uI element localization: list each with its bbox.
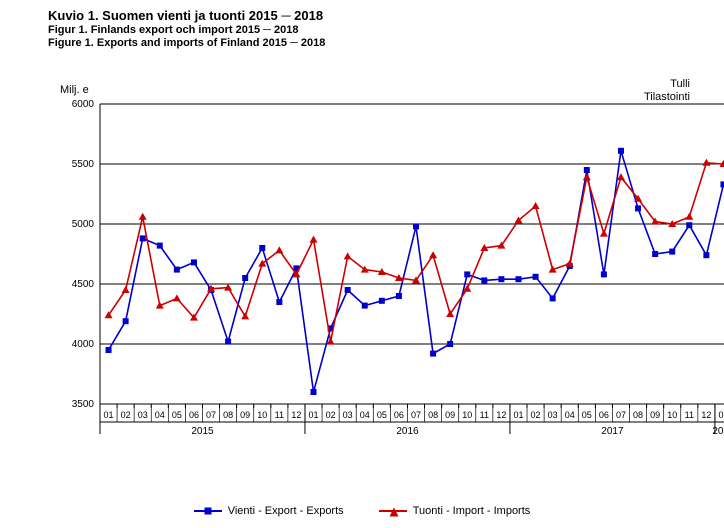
svg-text:04: 04 [565,410,575,420]
svg-text:2015: 2015 [191,426,214,437]
svg-text:10: 10 [257,410,267,420]
legend-label-imports: Tuonti - Import - Imports [413,505,531,517]
svg-text:05: 05 [377,410,387,420]
svg-text:2018: 2018 [712,426,724,437]
svg-text:02: 02 [121,410,131,420]
svg-text:11: 11 [685,410,694,420]
svg-text:08: 08 [633,410,643,420]
svg-text:07: 07 [616,410,626,420]
svg-text:5000: 5000 [72,219,95,230]
svg-text:12: 12 [291,410,301,420]
svg-text:06: 06 [599,410,609,420]
svg-text:09: 09 [445,410,455,420]
svg-text:03: 03 [548,410,558,420]
svg-text:4000: 4000 [72,339,95,350]
svg-text:2016: 2016 [396,426,419,437]
title-fi: Kuvio 1. Suomen vienti ja tuonti 2015 ─ … [48,8,325,23]
y-axis-label: Milj. e [60,84,89,96]
legend-item-exports: Vienti - Export - Exports [194,505,344,517]
svg-text:01: 01 [104,410,114,420]
svg-text:04: 04 [360,410,370,420]
svg-text:5500: 5500 [72,159,95,170]
svg-text:02: 02 [531,410,541,420]
legend-swatch-exports [194,505,222,517]
svg-text:12: 12 [701,410,711,420]
svg-text:06: 06 [189,410,199,420]
chart-svg: 3500 4000 4500 5000 5500 6000 01 02 03 04 05 06 07 08… [58,100,724,480]
svg-text:09: 09 [650,410,660,420]
svg-text:10: 10 [462,410,472,420]
title-sv: Figur 1. Finlands export och import 2015… [48,24,325,36]
svg-text:01: 01 [309,410,319,420]
svg-text:08: 08 [223,410,233,420]
legend: Vienti - Export - Exports Tuonti - Impor… [0,505,724,520]
svg-text:12: 12 [496,410,506,420]
svg-text:3500: 3500 [72,399,95,410]
svg-text:03: 03 [138,410,148,420]
svg-text:11: 11 [275,410,284,420]
svg-text:11: 11 [480,410,489,420]
svg-text:05: 05 [172,410,182,420]
chart-plot: 3500 4000 4500 5000 5500 6000 01 02 03 04 05 06 07 08… [58,100,690,440]
svg-text:02: 02 [326,410,336,420]
svg-text:09: 09 [240,410,250,420]
figure-container: Kuvio 1. Suomen vienti ja tuonti 2015 ─ … [0,0,724,528]
svg-text:07: 07 [411,410,421,420]
svg-text:07: 07 [206,410,216,420]
svg-text:01: 01 [718,410,724,420]
svg-text:01: 01 [513,410,523,420]
svg-text:03: 03 [343,410,353,420]
legend-item-imports: Tuonti - Import - Imports [379,505,531,517]
svg-text:08: 08 [428,410,438,420]
svg-text:4500: 4500 [72,279,95,290]
title-en: Figure 1. Exports and imports of Finland… [48,37,325,49]
legend-label-exports: Vienti - Export - Exports [228,505,344,517]
svg-text:06: 06 [394,410,404,420]
svg-text:04: 04 [155,410,165,420]
svg-text:05: 05 [582,410,592,420]
svg-text:6000: 6000 [72,100,95,110]
svg-text:10: 10 [667,410,677,420]
legend-swatch-imports [379,505,407,517]
title-block: Kuvio 1. Suomen vienti ja tuonti 2015 ─ … [48,8,325,49]
svg-text:2017: 2017 [601,426,624,437]
